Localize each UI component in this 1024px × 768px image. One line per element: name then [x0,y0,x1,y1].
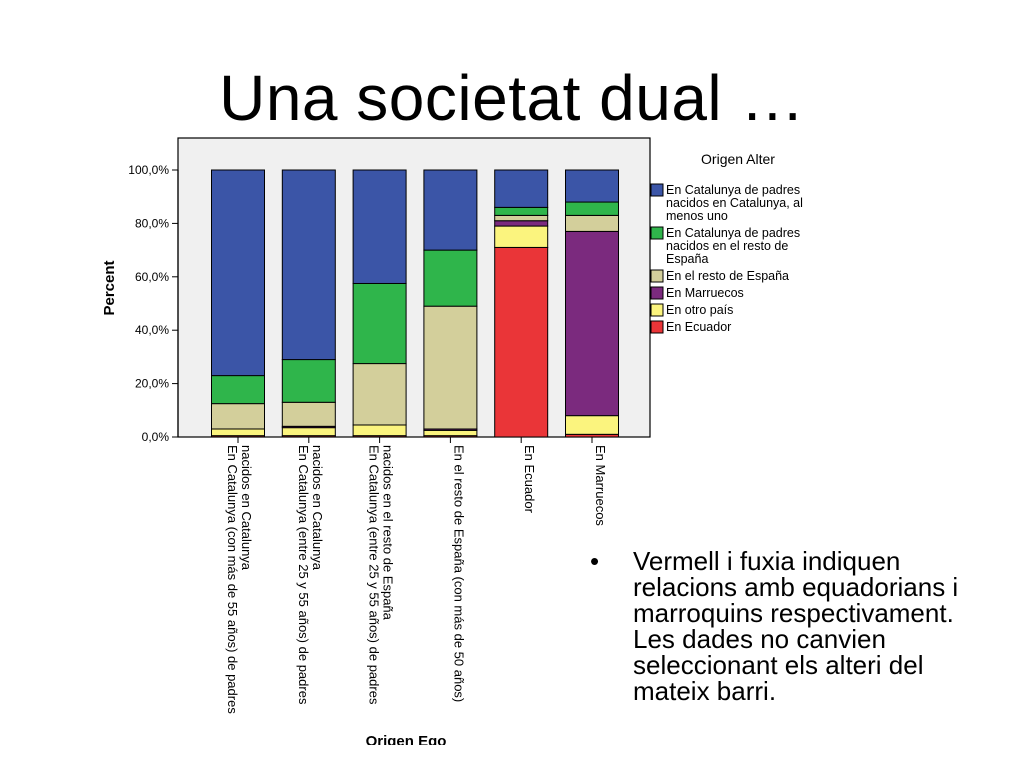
x-tick-label: En Catalunya (con más de 55 años) de pad… [225,445,240,714]
bar-segment [281,359,336,403]
bar-segment [565,169,619,203]
y-tick-label: 80,0% [135,216,169,230]
slide-title: Una societat dual … [219,62,805,134]
x-tick-label: En Catalunya (entre 25 y 55 años) de pad… [296,445,311,705]
legend-label: En Catalunya de padres [666,226,800,240]
bar-segment [494,220,549,227]
bar-segment [352,282,407,365]
x-tick-label: En Catalunya (entre 25 y 55 años) de pad… [367,445,382,705]
bar-segment [423,305,478,430]
x-tick-label: En el resto de España (con más de 50 año… [451,445,466,702]
legend-label: En Ecuador [666,320,731,334]
legend-label: nacidos en el resto de [666,239,788,253]
bar-segment [211,403,265,430]
bar-segment [423,169,478,251]
y-axis-label: Percent [101,260,118,315]
bar-segment [281,427,336,437]
bar-segment [494,206,549,216]
bar-segment [494,214,549,222]
legend-swatch [650,226,664,240]
y-tick-label: 60,0% [135,270,169,284]
x-tick-label: En Marruecos [593,445,608,526]
legend-label: En el resto de España [666,269,789,283]
bar-segment [494,246,549,438]
bullet-marker: • [590,546,600,576]
y-tick-label: 100,0% [128,163,169,177]
bar-segment [494,169,549,208]
x-tick-label: En Ecuador [522,445,537,514]
bar-segment [211,428,265,437]
chart-figure: 0,0% 20,0% 40,0% 60,0% 80,0% 100,0% En Catalu… [90,130,850,745]
bar-segment [565,230,619,417]
legend-swatch [650,303,664,317]
stacked-bar-chart: 0,0% 20,0% 40,0% 60,0% 80,0% 100,0% En Catalu… [101,137,803,745]
legend-swatch [650,183,664,197]
bar-segment [494,225,549,248]
bar-segment [281,401,336,427]
bar-segment [423,429,478,437]
legend-title: Origen Alter [701,151,775,167]
x-axis-label: Origen Ego [366,733,447,745]
legend-label: menos uno [666,209,728,223]
bar-segment [352,169,407,284]
bar-segment [352,363,407,426]
x-tick-label: nacidos en Catalunya [310,445,325,571]
bar-segment [281,169,336,361]
x-tick-label: nacidos en Catalunya [239,445,254,571]
legend-label: nacidos en Catalunya, al [666,196,803,210]
y-tick-label: 40,0% [135,323,169,337]
bar-segment [565,214,619,232]
y-tick-label: 0,0% [142,430,170,444]
y-tick-label: 20,0% [135,377,169,391]
legend-swatch [650,320,664,334]
bar-segment [211,375,265,405]
legend-swatch [650,269,664,283]
bar-segment [352,424,407,437]
legend-label: En otro país [666,303,733,317]
bar-segment [423,249,478,307]
bar-segment [565,415,619,435]
legend-label: España [666,252,708,266]
bar-segment [565,201,619,216]
bar-segment [211,169,265,377]
legend-swatch [650,286,664,300]
bullet-text: Vermell i fuxia indiquen relacions amb e… [633,546,959,706]
x-tick-label: nacidos en el resto de España [381,445,396,621]
legend-label: En Catalunya de padres [666,183,800,197]
legend-label: En Marruecos [666,286,744,300]
